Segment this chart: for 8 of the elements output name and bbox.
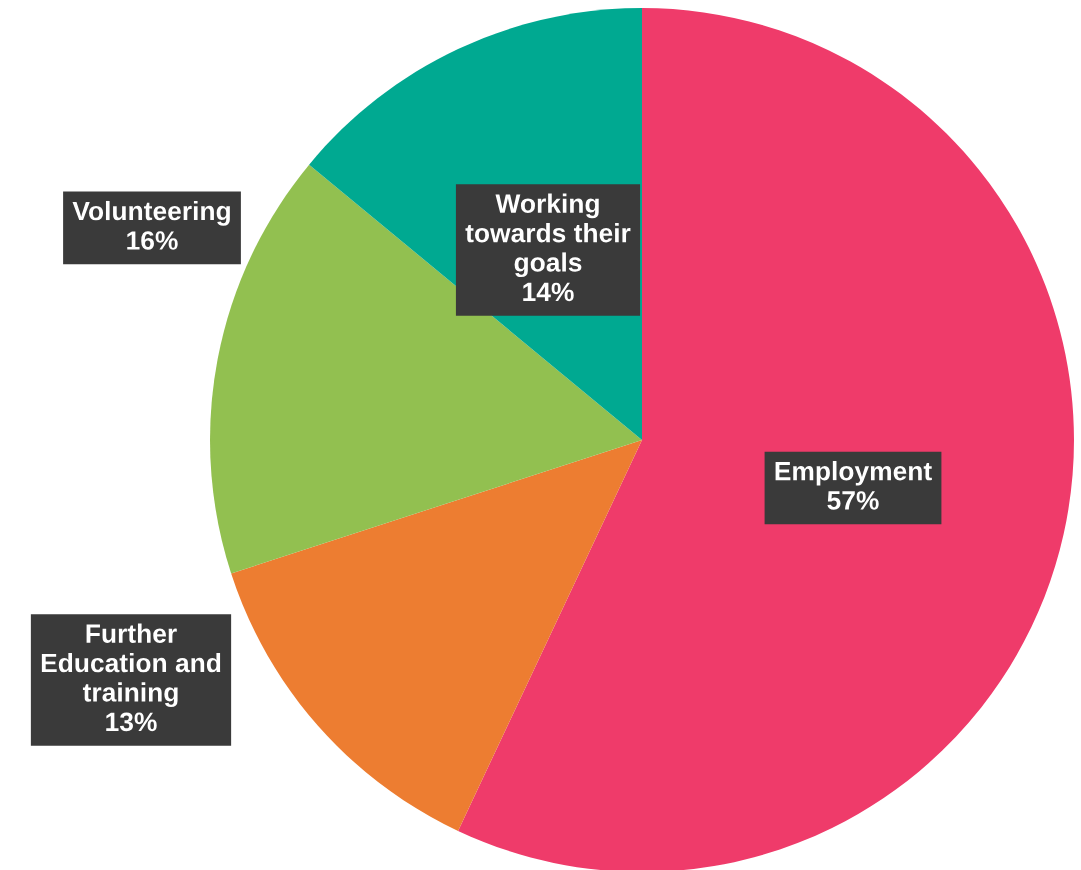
data-label: 57% bbox=[827, 491, 879, 510]
slice-label: Working towards their goals bbox=[465, 193, 631, 278]
slice-label: Further Education and training bbox=[41, 623, 221, 708]
data-label: 16% bbox=[127, 231, 178, 250]
slice-label: Employment bbox=[775, 461, 932, 486]
data-label: 14% bbox=[523, 282, 574, 302]
data-label: 13% bbox=[106, 712, 157, 732]
slice-label: Volunteering bbox=[72, 200, 230, 226]
